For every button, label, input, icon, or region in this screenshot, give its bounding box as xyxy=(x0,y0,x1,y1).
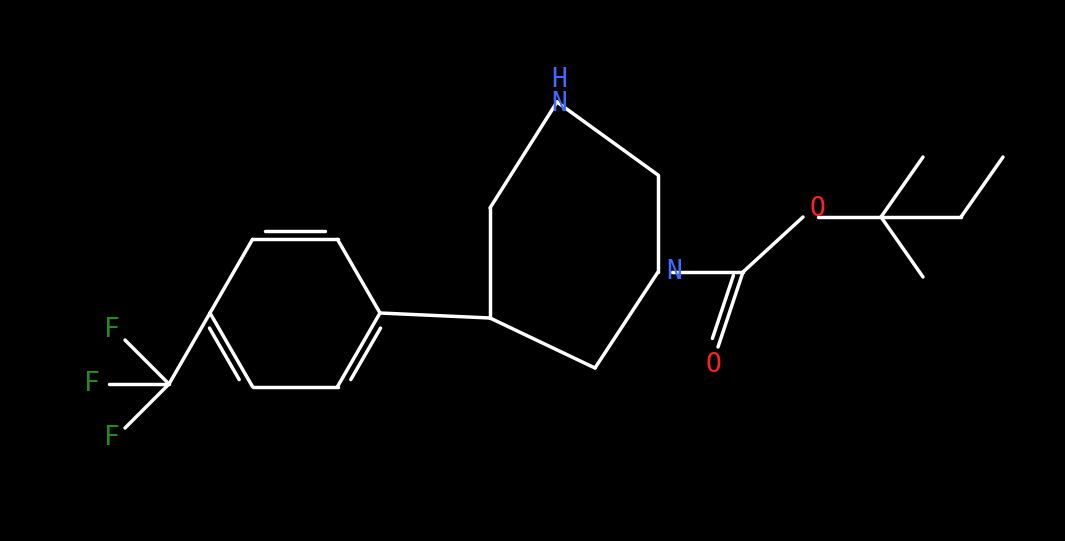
Text: H: H xyxy=(551,67,567,93)
Text: F: F xyxy=(104,425,120,451)
Text: N: N xyxy=(666,259,682,285)
Text: F: F xyxy=(84,371,100,397)
Text: N: N xyxy=(551,91,567,117)
Text: O: O xyxy=(705,352,721,378)
Text: F: F xyxy=(104,317,120,343)
Text: O: O xyxy=(809,196,825,222)
